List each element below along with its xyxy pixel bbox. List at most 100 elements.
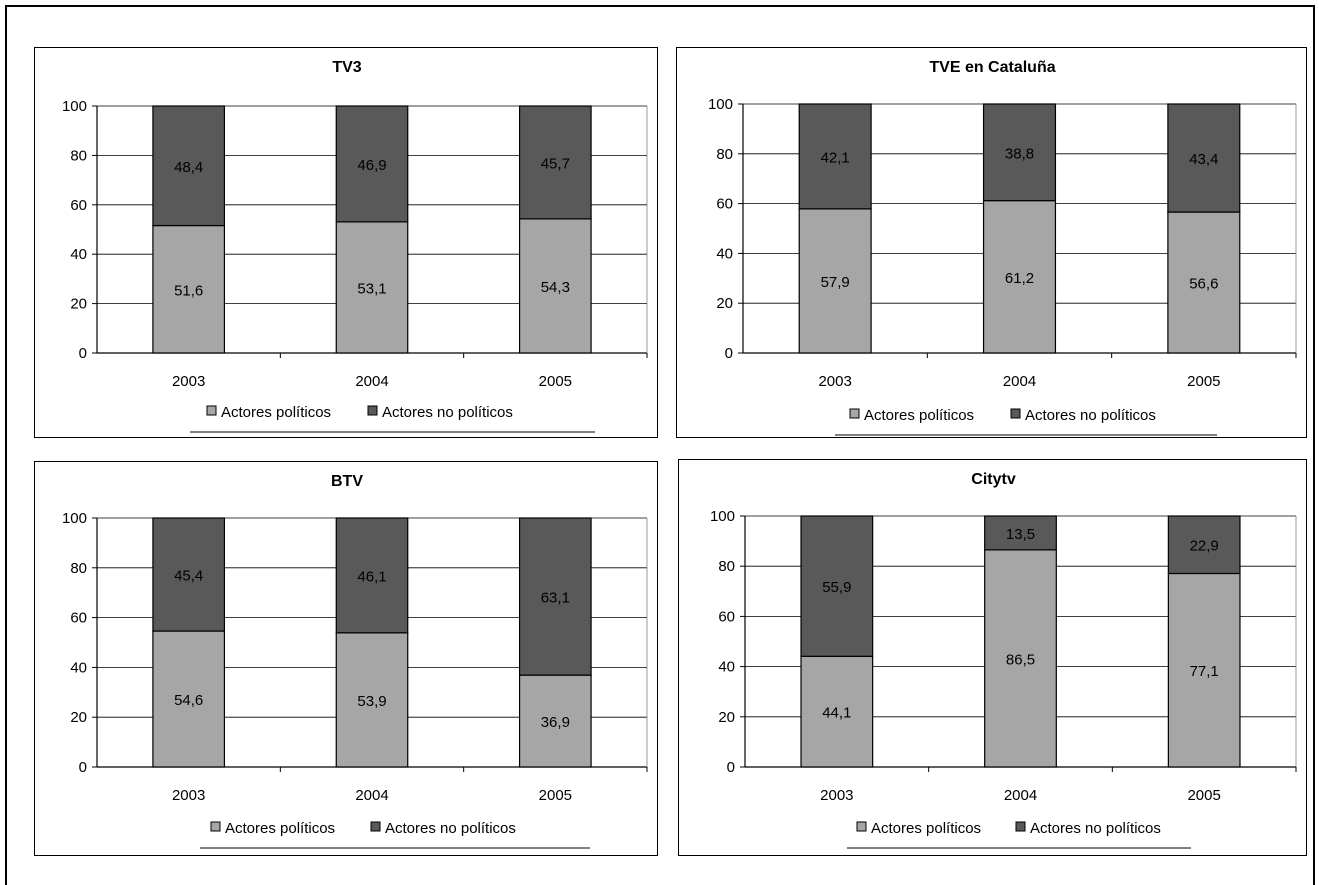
legend-swatch-politicos <box>210 821 221 832</box>
legend-label: Actores políticos <box>871 820 981 837</box>
chart-panel-btv: BTV 0 20 40 60 80 100 54,6 45,4 2003 53,9 46,1 2004 3… <box>34 461 658 856</box>
y-tick-label: 100 <box>62 98 87 115</box>
chart-svg: BTV 0 20 40 60 80 100 54,6 45,4 2003 53,9 46,1 2004 3… <box>62 473 648 849</box>
y-tick-label: 40 <box>70 246 87 263</box>
legend-swatch-no-politicos <box>1010 408 1021 419</box>
bar-segment-no-politicos <box>518 105 592 220</box>
legend-swatch-politicos <box>849 408 860 419</box>
y-tick-label: 80 <box>70 560 87 577</box>
y-tick-label: 20 <box>70 296 87 313</box>
data-label: 42,1 <box>821 149 850 166</box>
data-label: 77,1 <box>1190 663 1219 680</box>
legend-label: Actores no políticos <box>1030 820 1161 837</box>
data-label: 46,9 <box>357 157 386 174</box>
data-label: 54,3 <box>541 279 570 296</box>
bar-segment-no-politicos <box>1167 103 1241 213</box>
data-label: 13,5 <box>1006 526 1035 543</box>
y-tick-label: 60 <box>70 610 87 627</box>
data-label: 55,9 <box>822 579 851 596</box>
legend-swatch-no-politicos <box>1015 821 1026 832</box>
legend-swatch-no-politicos <box>370 821 381 832</box>
x-tick-label: 2003 <box>820 787 853 804</box>
data-label: 57,9 <box>821 274 850 291</box>
x-tick-label: 2005 <box>539 787 572 804</box>
bar-segment-politicos <box>335 221 409 354</box>
y-tick-label: 100 <box>62 510 87 527</box>
y-tick-label: 80 <box>718 558 735 575</box>
legend-swatch-politicos <box>206 405 217 416</box>
data-label: 38,8 <box>1005 145 1034 162</box>
y-tick-label: 20 <box>70 709 87 726</box>
data-label: 22,9 <box>1190 538 1219 555</box>
chart-panel-citytv: Citytv 0 20 40 60 80 100 44,1 55,9 2003 86,5 13,5 20… <box>678 459 1307 856</box>
y-tick-label: 40 <box>70 659 87 676</box>
bar-segment-no-politicos <box>1167 515 1241 575</box>
y-tick-label: 60 <box>70 197 87 214</box>
bar-segment-politicos <box>798 208 872 354</box>
x-tick-label: 2003 <box>818 373 851 390</box>
bar-segment-politicos <box>982 200 1057 354</box>
legend-swatch-no-politicos <box>367 405 378 416</box>
y-tick-label: 0 <box>725 345 733 362</box>
bar-segment-politicos <box>335 632 409 768</box>
bar-segment-no-politicos <box>335 105 409 223</box>
x-tick-label: 2005 <box>1187 373 1220 390</box>
x-tick-label: 2005 <box>539 373 572 390</box>
bar-segment-politicos <box>984 549 1057 768</box>
y-tick-label: 80 <box>70 147 87 164</box>
data-label: 86,5 <box>1006 651 1035 668</box>
data-label: 48,4 <box>174 159 203 176</box>
legend-swatch-politicos <box>856 821 867 832</box>
y-tick-label: 80 <box>716 146 733 163</box>
y-tick-label: 20 <box>716 295 733 312</box>
chart-title: BTV <box>331 473 363 490</box>
data-label: 45,7 <box>541 155 570 172</box>
chart-svg: TVE en Cataluña 0 20 40 60 80 100 57,9 42,1 2003 6… <box>708 59 1297 436</box>
chart-svg: Citytv 0 20 40 60 80 100 44,1 55,9 2003 86,5 13,5 20… <box>710 471 1297 849</box>
bar-segment-no-politicos <box>798 103 872 210</box>
y-tick-label: 0 <box>79 759 87 776</box>
bar-segment-no-politicos <box>982 103 1057 202</box>
chart-panel-tve-cataluna: TVE en Cataluña 0 20 40 60 80 100 57,9 42,1 2003 6… <box>676 47 1307 438</box>
legend-label: Actores no políticos <box>385 820 516 837</box>
bar-segment-no-politicos <box>518 517 592 676</box>
x-tick-label: 2003 <box>172 373 205 390</box>
chart-title: Citytv <box>971 471 1016 488</box>
x-tick-label: 2004 <box>1004 787 1037 804</box>
data-label: 44,1 <box>822 705 851 722</box>
x-tick-label: 2004 <box>1003 373 1036 390</box>
bar-segment-no-politicos <box>152 105 226 227</box>
legend-label: Actores políticos <box>221 404 331 421</box>
bar-segment-politicos <box>152 630 226 768</box>
bar-segment-politicos <box>518 218 592 354</box>
x-tick-label: 2003 <box>172 787 205 804</box>
chart-title: TV3 <box>332 59 361 76</box>
x-tick-label: 2004 <box>355 373 388 390</box>
data-label: 53,1 <box>357 280 386 297</box>
bar-segment-no-politicos <box>152 517 226 632</box>
y-tick-label: 0 <box>79 345 87 362</box>
y-tick-label: 20 <box>718 709 735 726</box>
y-tick-label: 100 <box>710 508 735 525</box>
bar-segment-politicos <box>518 674 592 768</box>
y-tick-label: 60 <box>716 196 733 213</box>
data-label: 56,6 <box>1189 276 1218 293</box>
data-label: 54,6 <box>174 692 203 709</box>
bar-segment-politicos <box>1167 572 1241 768</box>
data-label: 43,4 <box>1189 151 1218 168</box>
legend-label: Actores políticos <box>225 820 335 837</box>
bar-segment-no-politicos <box>984 515 1057 551</box>
bar-segment-no-politicos <box>335 517 409 634</box>
data-label: 61,2 <box>1005 270 1034 287</box>
data-label: 45,4 <box>174 568 203 585</box>
y-tick-label: 60 <box>718 608 735 625</box>
figure-frame <box>5 5 1315 885</box>
bar-segment-politicos <box>800 655 874 768</box>
legend-label: Actores no políticos <box>1025 407 1156 424</box>
data-label: 46,1 <box>357 568 386 585</box>
y-tick-label: 0 <box>727 759 735 776</box>
x-tick-label: 2004 <box>355 787 388 804</box>
data-label: 63,1 <box>541 590 570 607</box>
data-label: 36,9 <box>541 714 570 731</box>
y-tick-label: 100 <box>708 96 733 113</box>
